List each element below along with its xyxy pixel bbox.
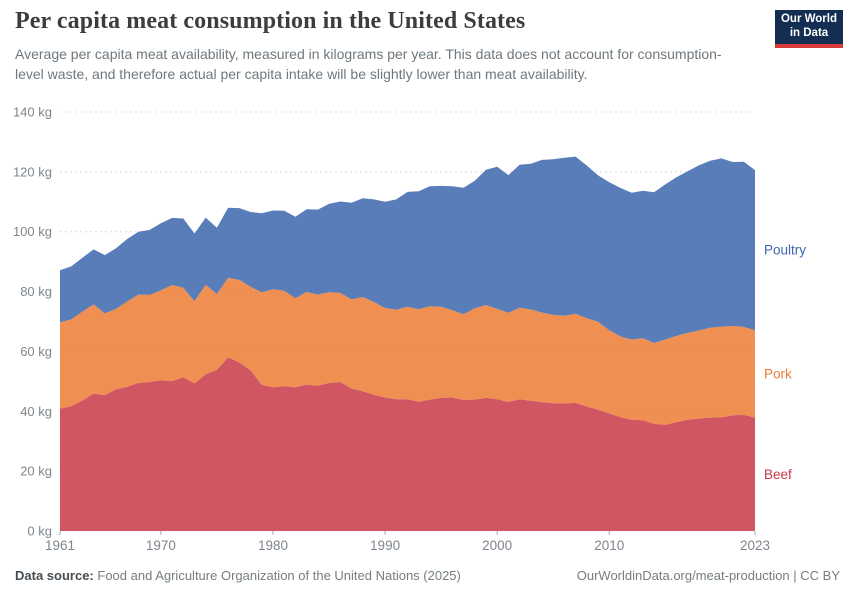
area-poultry[interactable] [60,156,755,343]
area-pork[interactable] [60,277,755,425]
y-axis-label-0: 0 kg [27,524,52,539]
y-axis-label-100: 100 kg [13,224,52,239]
x-axis-label-1970: 1970 [146,538,176,553]
chart-title: Per capita meat consumption in the Unite… [15,8,526,34]
owid-logo-line2: in Data [789,27,829,39]
y-axis-label-40: 40 kg [20,404,52,419]
footer-citation-link[interactable]: OurWorldinData.org/meat-production | CC … [576,568,840,583]
series-label-pork[interactable]: Pork [764,366,792,381]
chart-footer: Data source: Food and Agriculture Organi… [15,568,840,583]
data-source-value: Food and Agriculture Organization of the… [97,568,461,583]
y-axis-label-60: 60 kg [20,344,52,359]
y-axis-label-80: 80 kg [20,284,52,299]
x-axis-label-2023: 2023 [740,538,770,553]
y-axis-label-140: 140 kg [13,105,52,120]
y-axis-label-120: 120 kg [13,164,52,179]
x-axis-label-2000: 2000 [482,538,512,553]
chart-header: Per capita meat consumption in the Unite… [15,8,755,84]
area-beef[interactable] [60,357,755,531]
chart-plot[interactable]: 0 kg 20 kg 40 kg 60 kg 80 kg 100 kg 120 kg 140 … [0,100,850,565]
series-label-beef[interactable]: Beef [764,467,792,482]
owid-logo[interactable]: Our World in Data [775,10,843,48]
data-source-label: Data source: [15,568,94,583]
x-axis-label-1990: 1990 [370,538,400,553]
y-axis-label-20: 20 kg [20,464,52,479]
chart-subtitle: Average per capita meat availability, me… [15,46,722,83]
series-label-poultry[interactable]: Poultry [764,243,806,258]
data-source-line: Data source: Food and Agriculture Organi… [15,568,461,583]
owid-logo-line1: Our World [780,13,837,26]
x-axis-label-2010: 2010 [594,538,624,553]
x-axis-label-1961: 1961 [45,538,75,553]
x-axis-label-1980: 1980 [258,538,288,553]
